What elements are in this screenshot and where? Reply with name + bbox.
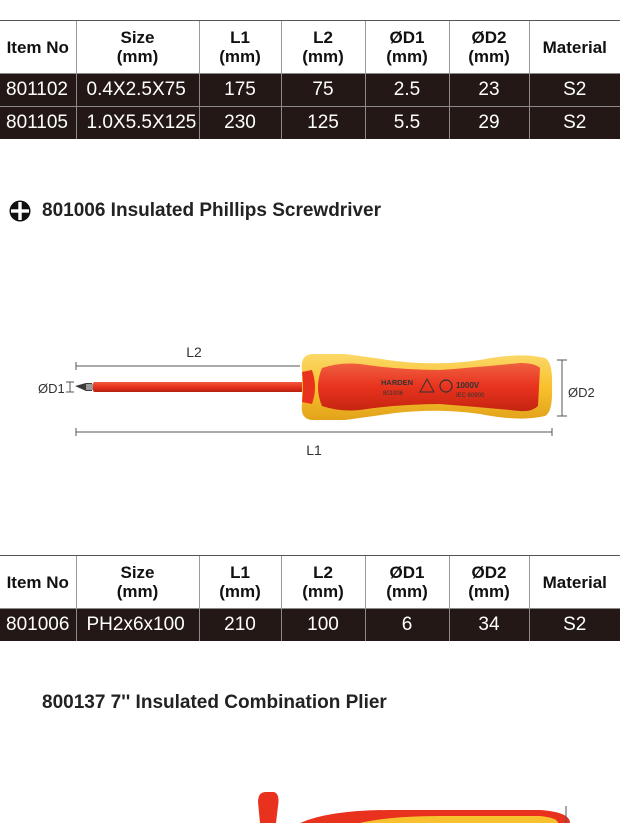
cell-d2: 34 bbox=[448, 608, 529, 641]
cell-material: S2 bbox=[528, 106, 620, 139]
l1-label: L1 bbox=[306, 442, 322, 458]
d2-label: ØD2 bbox=[568, 385, 595, 400]
table-row: 801006 PH2x6x100 210 100 6 34 S2 bbox=[0, 608, 620, 641]
handle-brand: HARDEN bbox=[381, 378, 413, 387]
cell-size: 0.4X2.5X75 bbox=[75, 73, 199, 107]
l2-label: L2 bbox=[186, 344, 202, 360]
header-size: Size (mm) bbox=[75, 20, 199, 74]
header-d1: ØD1 (mm) bbox=[364, 555, 449, 609]
cell-l1: 175 bbox=[198, 73, 281, 107]
header-d2: ØD2 (mm) bbox=[448, 20, 529, 74]
cell-l2: 125 bbox=[280, 106, 365, 139]
header-item-no: Item No bbox=[0, 20, 76, 74]
section-title-screwdriver: 801006 Insulated Phillips Screwdriver bbox=[42, 200, 381, 221]
cell-d1: 2.5 bbox=[364, 73, 449, 107]
cell-d1: 6 bbox=[364, 608, 449, 641]
handle-standard: IEC 60900 bbox=[456, 393, 485, 399]
table-header-row: Item No Size (mm) L1 (mm) L2 (mm) ØD1 (mm) Ø… bbox=[0, 20, 620, 74]
cell-size: 1.0X5.5X125 bbox=[75, 106, 199, 139]
header-item-no: Item No bbox=[0, 555, 76, 609]
header-material: Material bbox=[528, 20, 620, 74]
cell-l2: 75 bbox=[280, 73, 365, 107]
handle-voltage: 1000V bbox=[456, 381, 480, 390]
header-d2: ØD2 (mm) bbox=[448, 555, 529, 609]
header-l2: L2 (mm) bbox=[280, 20, 365, 74]
cell-l1: 230 bbox=[198, 106, 281, 139]
header-l1: L1 (mm) bbox=[198, 20, 281, 74]
screwdriver-figure: L2 HARDEN 801006 1000V IEC 60900 ØD1 ØD2… bbox=[38, 344, 595, 458]
cell-d1: 5.5 bbox=[364, 106, 449, 139]
table-row: 801105 1.0X5.5X125 230 125 5.5 29 S2 bbox=[0, 106, 620, 139]
spec-table-1: Item No Size (mm) L1 (mm) L2 (mm) ØD1 (mm) Ø… bbox=[0, 20, 620, 139]
header-d1: ØD1 (mm) bbox=[364, 20, 449, 74]
header-size: Size (mm) bbox=[75, 555, 199, 609]
cell-size: PH2x6x100 bbox=[75, 608, 199, 641]
cell-item: 801105 bbox=[0, 106, 76, 139]
header-l1: L1 (mm) bbox=[198, 555, 281, 609]
cell-d2: 23 bbox=[448, 73, 529, 107]
header-material: Material bbox=[528, 555, 620, 609]
cell-d2: 29 bbox=[448, 106, 529, 139]
d1-label: ØD1 bbox=[38, 381, 65, 396]
cell-l2: 100 bbox=[280, 608, 365, 641]
table-row: 801102 0.4X2.5X75 175 75 2.5 23 S2 bbox=[0, 73, 620, 107]
screwdriver-shaft bbox=[93, 382, 303, 392]
cell-material: S2 bbox=[528, 608, 620, 641]
spec-table-2: Item No Size (mm) L1 (mm) L2 (mm) ØD1 (mm) Ø… bbox=[0, 555, 620, 641]
header-l2: L2 (mm) bbox=[280, 555, 365, 609]
cell-item: 801102 bbox=[0, 73, 76, 107]
table-header-row: Item No Size (mm) L1 (mm) L2 (mm) ØD1 (mm) Ø… bbox=[0, 555, 620, 609]
handle-model: 801006 bbox=[383, 391, 404, 397]
cell-item: 801006 bbox=[0, 608, 76, 641]
cell-material: S2 bbox=[528, 73, 620, 107]
plier-image bbox=[258, 792, 570, 823]
section-title-plier: 800137 7'' Insulated Combination Plier bbox=[42, 692, 387, 713]
cell-l1: 210 bbox=[198, 608, 281, 641]
warning-triangle-icon bbox=[419, 377, 435, 393]
phillips-cross-icon bbox=[9, 200, 31, 222]
gs-mark-icon bbox=[439, 379, 453, 393]
